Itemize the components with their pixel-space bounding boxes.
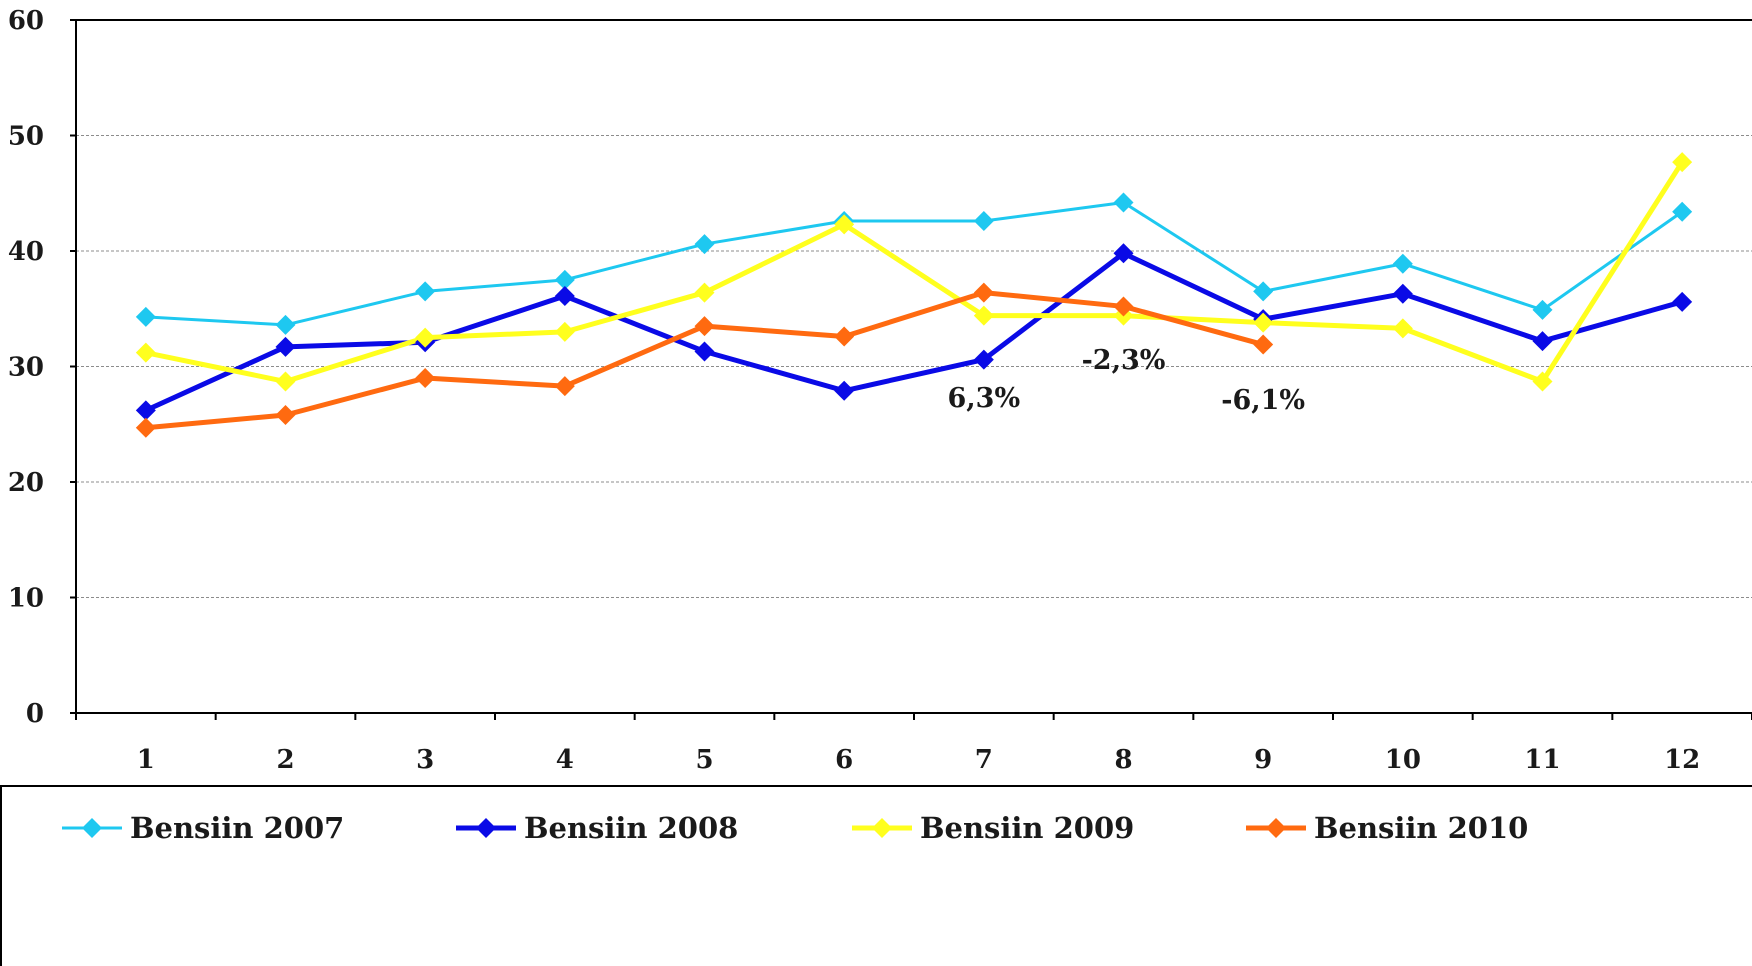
y-tick-label: 50 [8,122,44,152]
data-point [1532,299,1553,320]
x-tick-label: 4 [556,745,574,775]
annotation-label: -2,3% [1082,345,1166,376]
data-point [275,405,296,426]
legend-swatch-marker [872,818,892,838]
legend-label: Bensiin 2009 [920,811,1134,845]
x-tick-label: 3 [416,745,434,775]
series-line-1 [145,200,1684,327]
data-point [135,342,156,363]
legend-swatch-marker [82,818,102,838]
data-point [1253,281,1274,302]
data-point [135,400,156,421]
data-point [1392,283,1413,304]
data-point [1113,192,1134,213]
x-tick-label: 10 [1385,745,1421,775]
legend-swatch-marker [476,818,496,838]
data-point [1253,312,1274,333]
y-tick-label: 30 [8,353,44,383]
x-tick-label: 1 [137,745,155,775]
x-tick-label: 11 [1524,745,1560,775]
x-tick-label: 2 [276,745,294,775]
data-point [694,282,715,303]
data-point [554,286,575,307]
annotation-label: 6,3% [948,383,1021,414]
x-tick-label: 12 [1664,745,1700,775]
data-point [415,327,436,348]
data-point [554,376,575,397]
legend-label: Bensiin 2007 [130,811,344,845]
data-point [275,371,296,392]
axes [70,19,1752,720]
annotation-label: -6,1% [1221,385,1305,416]
data-point [1672,152,1693,173]
data-point [694,234,715,255]
data-point [834,326,855,347]
data-point [834,214,855,235]
data-point [973,305,994,326]
data-point [973,210,994,231]
data-point [1532,371,1553,392]
data-point [1672,291,1693,312]
data-point [834,380,855,401]
data-point [275,336,296,357]
data-point [415,281,436,302]
y-tick-label: 60 [8,6,44,36]
y-tick-label: 0 [26,699,44,729]
data-point [1672,201,1693,222]
x-tick-label: 6 [835,745,853,775]
data-point [973,349,994,370]
data-point [1113,243,1134,264]
y-tick-label: 20 [8,468,44,498]
data-point [135,417,156,438]
x-tick-label: 8 [1114,745,1132,775]
gridlines [76,135,1752,598]
series-lines [144,160,1685,431]
data-point [694,341,715,362]
data-point [554,269,575,290]
series-line-3 [145,160,1685,385]
y-tick-label: 40 [8,237,44,267]
data-point [1392,318,1413,339]
x-tick-label: 7 [975,745,993,775]
legend-label: Bensiin 2010 [1314,811,1528,845]
legend-box [0,785,1752,966]
x-tick-label: 5 [695,745,713,775]
data-point [1532,331,1553,352]
data-point [415,368,436,389]
legend: Bensiin 2007 Bensiin 2008 Bensiin 2009 Bens… [0,785,1752,966]
y-tick-label: 10 [8,584,44,614]
data-point [554,321,575,342]
annotations: 6,3% -2,3% -6,1% [948,345,1306,416]
legend-swatch-marker [1266,818,1286,838]
data-point [1113,296,1134,317]
x-tick-label: 9 [1254,745,1272,775]
data-point [694,316,715,337]
data-point [1392,253,1413,274]
series-markers [135,152,1693,438]
legend-label: Bensiin 2008 [524,811,738,845]
data-point [275,314,296,335]
data-point [1253,334,1274,355]
data-point [135,306,156,327]
data-point [973,282,994,303]
